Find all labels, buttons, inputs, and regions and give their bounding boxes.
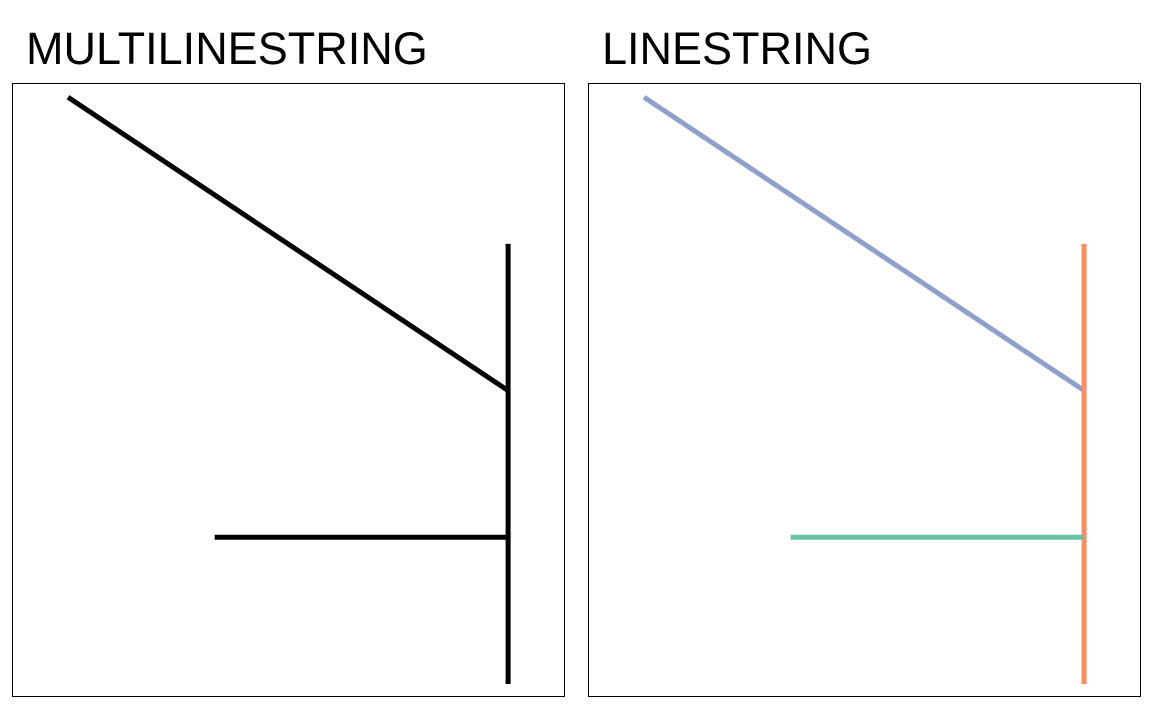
line-segment-1: [66, 95, 510, 393]
panel-title-linestring: LINESTRING: [602, 23, 873, 74]
panel-frame: [12, 83, 565, 697]
line-segment-1: [642, 95, 1086, 393]
panel-title-multilinestring: MULTILINESTRING: [26, 23, 428, 74]
panel-frame: [588, 83, 1141, 697]
